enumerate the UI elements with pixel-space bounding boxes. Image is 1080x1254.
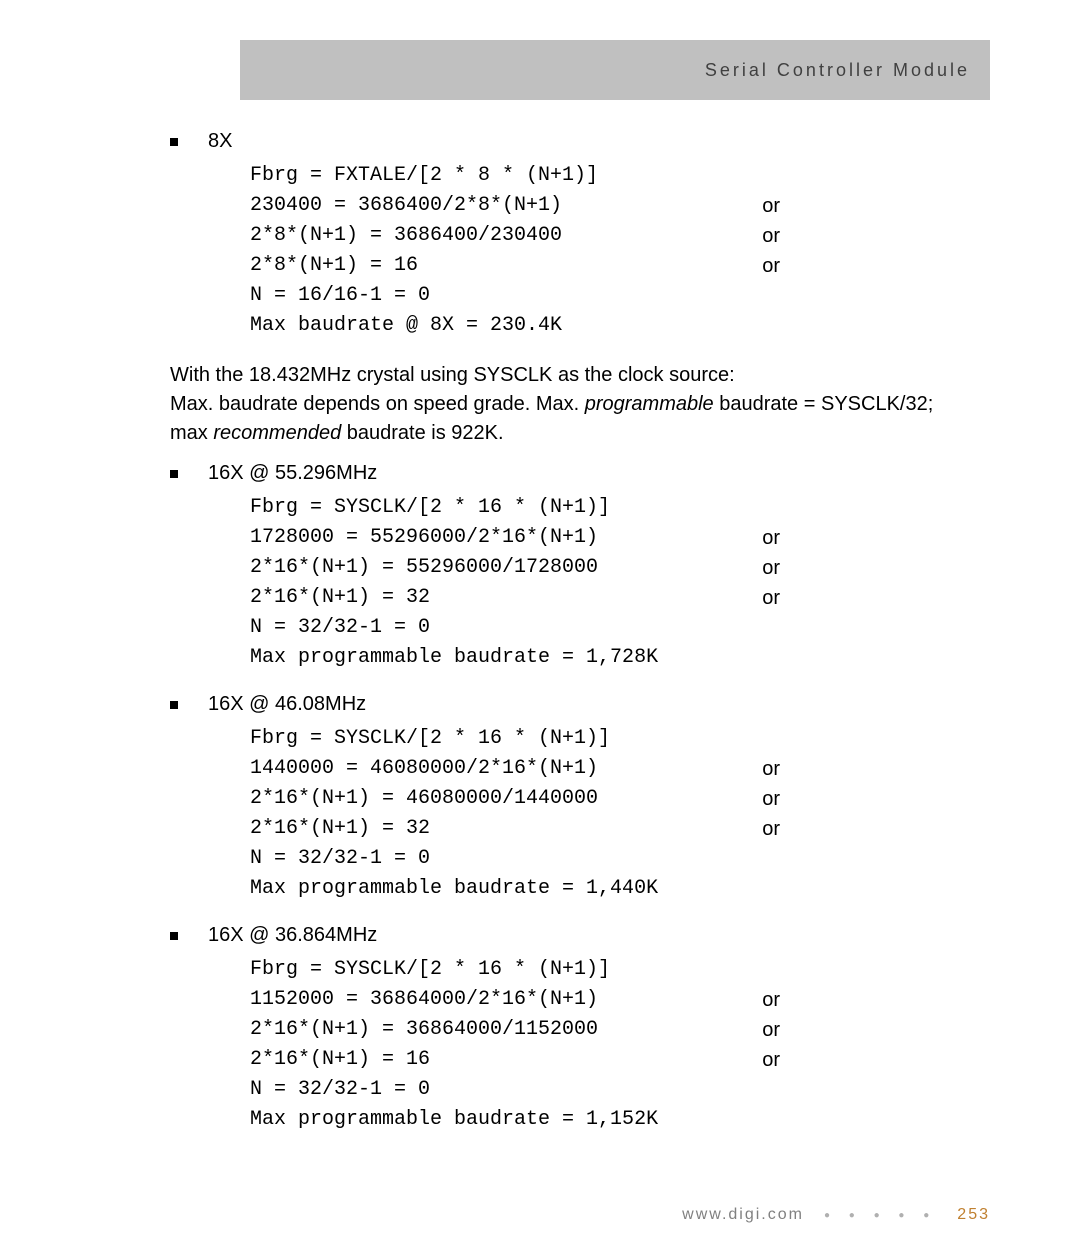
code-text: Max programmable baudrate = 1,728K — [250, 643, 658, 673]
code-or: or — [762, 814, 780, 844]
code-text: Fbrg = SYSCLK/[2 * 16 * (N+1)] — [250, 724, 610, 754]
bullet-icon — [170, 138, 178, 146]
code-text: Fbrg = SYSCLK/[2 * 16 * (N+1)] — [250, 955, 610, 985]
code-text: 1440000 = 46080000/2*16*(N+1) — [250, 754, 598, 784]
para-line2-post: baudrate = SYSCLK/32; — [714, 393, 934, 415]
code-or: or — [762, 1045, 780, 1075]
code-text: N = 16/16-1 = 0 — [250, 281, 430, 311]
code-text: 2*16*(N+1) = 36864000/1152000 — [250, 1015, 598, 1045]
code-or: or — [762, 583, 780, 613]
code-text: N = 32/32-1 = 0 — [250, 613, 430, 643]
code-text: Max baudrate @ 8X = 230.4K — [250, 311, 562, 341]
bullet-label: 16X @ 46.08MHz — [208, 693, 366, 716]
code-or: or — [762, 754, 780, 784]
code-or: or — [762, 191, 780, 221]
code-block: Fbrg = SYSCLK/[2 * 16 * (N+1)] 1152000 =… — [250, 955, 990, 1135]
paragraph: With the 18.432MHz crystal using SYSCLK … — [170, 361, 990, 448]
code-text: 1728000 = 55296000/2*16*(N+1) — [250, 523, 598, 553]
footer: www.digi.com ● ● ● ● ● 253 — [682, 1206, 990, 1224]
para-line2-italic: programmable — [585, 393, 714, 415]
code-text: 2*8*(N+1) = 3686400/230400 — [250, 221, 562, 251]
footer-url: www.digi.com — [682, 1206, 804, 1224]
para-line2-pre: Max. baudrate depends on speed grade. Ma… — [170, 393, 585, 415]
code-text: 1152000 = 36864000/2*16*(N+1) — [250, 985, 598, 1015]
code-or: or — [762, 784, 780, 814]
header-title: Serial Controller Module — [705, 60, 970, 81]
para-line3-post: baudrate is 922K. — [341, 422, 503, 444]
bullet-item: 16X @ 36.864MHz — [170, 924, 990, 947]
code-block: Fbrg = SYSCLK/[2 * 16 * (N+1)] 1440000 =… — [250, 724, 990, 904]
code-text: 230400 = 3686400/2*8*(N+1) — [250, 191, 562, 221]
code-text: Max programmable baudrate = 1,440K — [250, 874, 658, 904]
bullet-icon — [170, 470, 178, 478]
header-bar: Serial Controller Module — [240, 40, 990, 100]
code-text: Fbrg = SYSCLK/[2 * 16 * (N+1)] — [250, 493, 610, 523]
bullet-item: 8X — [170, 130, 990, 153]
footer-page-number: 253 — [957, 1206, 990, 1224]
code-or: or — [762, 985, 780, 1015]
code-or: or — [762, 553, 780, 583]
bullet-label: 8X — [208, 130, 232, 153]
code-text: 2*16*(N+1) = 16 — [250, 1045, 430, 1075]
bullet-item: 16X @ 46.08MHz — [170, 693, 990, 716]
para-line3-italic: recommended — [213, 422, 341, 444]
code-or: or — [762, 221, 780, 251]
code-or: or — [762, 523, 780, 553]
content-area: 8X Fbrg = FXTALE/[2 * 8 * (N+1)] 230400 … — [170, 130, 990, 1155]
code-text: 2*16*(N+1) = 46080000/1440000 — [250, 784, 598, 814]
code-text: Fbrg = FXTALE/[2 * 8 * (N+1)] — [250, 161, 598, 191]
bullet-icon — [170, 701, 178, 709]
code-text: Max programmable baudrate = 1,152K — [250, 1105, 658, 1135]
bullet-label: 16X @ 55.296MHz — [208, 462, 377, 485]
code-block: Fbrg = SYSCLK/[2 * 16 * (N+1)] 1728000 =… — [250, 493, 990, 673]
code-or: or — [762, 251, 780, 281]
code-text: 2*16*(N+1) = 32 — [250, 814, 430, 844]
para-line1: With the 18.432MHz crystal using SYSCLK … — [170, 364, 735, 386]
code-text: N = 32/32-1 = 0 — [250, 844, 430, 874]
footer-dots: ● ● ● ● ● — [824, 1210, 937, 1221]
bullet-label: 16X @ 36.864MHz — [208, 924, 377, 947]
code-text: 2*8*(N+1) = 16 — [250, 251, 418, 281]
code-text: N = 32/32-1 = 0 — [250, 1075, 430, 1105]
bullet-item: 16X @ 55.296MHz — [170, 462, 990, 485]
bullet-icon — [170, 932, 178, 940]
para-line3-pre: max — [170, 422, 213, 444]
code-block: Fbrg = FXTALE/[2 * 8 * (N+1)] 230400 = 3… — [250, 161, 990, 341]
code-text: 2*16*(N+1) = 32 — [250, 583, 430, 613]
code-text: 2*16*(N+1) = 55296000/1728000 — [250, 553, 598, 583]
code-or: or — [762, 1015, 780, 1045]
